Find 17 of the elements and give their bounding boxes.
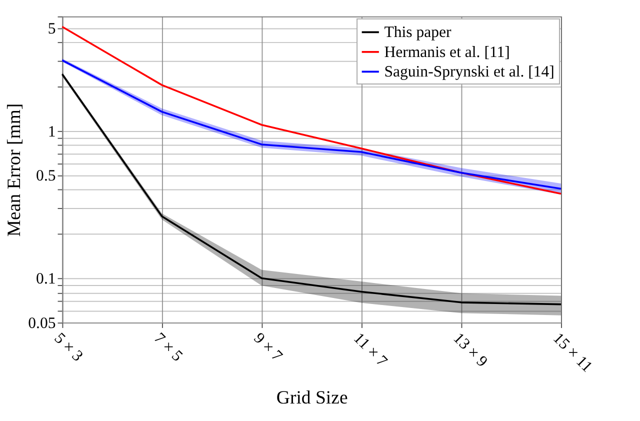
y-tick-label: 0.5 [36, 168, 56, 185]
x-tick-label: 15 × 11 [550, 330, 596, 376]
y-axis-title: Mean Error [mm] [4, 103, 26, 237]
line-series [61, 26, 562, 195]
y-tick-label: 5 [48, 20, 56, 38]
legend-label: This paper [384, 24, 452, 42]
x-tick-label: 11 × 7 [350, 330, 390, 370]
legend-label: Saguin-Sprynski et al. [14] [384, 64, 554, 81]
x-tick-label: 13 × 9 [450, 330, 491, 371]
y-tick-label: 0.05 [28, 314, 56, 332]
x-tick-label: 9 × 7 [250, 330, 286, 366]
x-tick-label: 5 × 3 [50, 330, 86, 366]
x-tick-label: 7 × 5 [150, 330, 186, 366]
y-tick-label: 0.1 [36, 270, 56, 288]
y-tick-label: 1 [48, 123, 56, 140]
legend-label: Hermanis et al. [11] [384, 44, 510, 61]
x-axis-title: Grid Size [276, 388, 348, 409]
